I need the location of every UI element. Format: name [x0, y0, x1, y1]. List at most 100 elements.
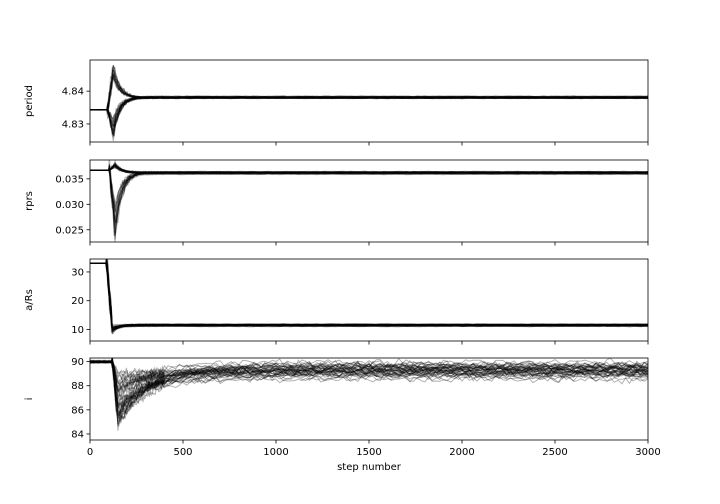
- walker-trace: [90, 259, 648, 331]
- walker-trace: [90, 166, 648, 236]
- walker-trace: [90, 260, 648, 332]
- walker-trace: [90, 162, 648, 174]
- x-tick-label: 2000: [449, 447, 474, 458]
- walker-trace: [90, 164, 648, 174]
- x-tick-label: 0: [87, 447, 93, 458]
- walker-trace: [90, 261, 648, 329]
- walker-trace: [90, 163, 648, 174]
- walker-trace: [90, 73, 648, 115]
- walker-trace: [90, 169, 648, 229]
- y-tick-label: 0.025: [55, 225, 84, 236]
- walker-trace: [90, 358, 648, 406]
- walker-trace: [90, 358, 648, 381]
- walker-trace: [90, 96, 648, 137]
- walker-trace: [90, 97, 648, 125]
- walker-trace: [90, 360, 648, 379]
- walker-trace: [90, 358, 648, 414]
- walker-trace: [90, 362, 648, 394]
- walker-trace: [90, 262, 648, 327]
- walker-trace: [90, 360, 648, 400]
- walker-trace: [90, 359, 648, 409]
- walker-trace: [90, 95, 648, 139]
- walker-trace: [90, 169, 648, 219]
- walker-trace: [90, 96, 648, 127]
- walker-trace: [90, 260, 648, 331]
- walker-trace: [90, 95, 648, 137]
- walker-trace: [90, 360, 648, 391]
- walker-trace: [90, 359, 648, 385]
- walker-trace: [90, 77, 648, 111]
- walker-trace: [90, 169, 648, 212]
- walker-trace: [90, 67, 648, 112]
- walker-trace: [90, 167, 648, 174]
- walker-trace: [90, 165, 648, 240]
- walker-trace: [90, 96, 648, 132]
- walker-trace: [90, 262, 648, 329]
- x-tick-label: 2500: [542, 447, 567, 458]
- walker-trace: [90, 259, 648, 330]
- walker-trace: [90, 164, 648, 204]
- walker-trace: [90, 260, 648, 332]
- walker-trace: [90, 262, 648, 331]
- x-tick-label: 1500: [356, 447, 381, 458]
- walker-trace: [90, 162, 648, 174]
- walker-trace: [90, 165, 648, 234]
- y-axis-label: period: [24, 85, 35, 117]
- walker-trace: [90, 262, 648, 333]
- walker-trace: [90, 160, 648, 174]
- walker-trace: [90, 259, 648, 328]
- walker-trace: [90, 96, 648, 128]
- walker-trace: [90, 358, 648, 393]
- walker-trace: [90, 97, 648, 127]
- panel-period: 4.83 4.84 period: [24, 59, 649, 146]
- walker-trace: [90, 161, 648, 174]
- y-tick-label: 30: [71, 267, 84, 278]
- walker-trace: [90, 259, 648, 335]
- walker-trace: [90, 360, 648, 387]
- y-tick-label: 86: [71, 405, 84, 416]
- y-tick-label: 4.84: [62, 87, 84, 98]
- walker-traces: [90, 160, 648, 242]
- walker-trace: [90, 360, 648, 412]
- walker-trace: [90, 360, 648, 426]
- walker-trace: [90, 358, 648, 424]
- walker-trace: [90, 163, 648, 223]
- walker-trace: [90, 262, 648, 329]
- walker-trace: [90, 164, 648, 175]
- trace-panels: 4.83 4.84 period 0.025 0.030 0.035 rprs 10 20 30 a…: [24, 59, 661, 458]
- walker-trace: [90, 360, 648, 420]
- walker-trace: [90, 360, 648, 415]
- y-tick-label: 4.83: [62, 119, 84, 130]
- x-tick-label: 500: [173, 447, 192, 458]
- walker-trace: [90, 167, 648, 223]
- walker-trace: [90, 169, 648, 223]
- walker-trace: [90, 96, 648, 128]
- walker-trace: [90, 358, 648, 392]
- walker-trace: [90, 359, 648, 393]
- walker-trace: [90, 262, 648, 332]
- walker-trace: [90, 361, 648, 419]
- walker-trace: [90, 165, 648, 175]
- walker-trace: [90, 96, 648, 128]
- walker-trace: [90, 259, 648, 331]
- walker-trace: [90, 165, 648, 174]
- walker-trace: [90, 69, 648, 120]
- y-tick-label: 10: [71, 325, 84, 336]
- walker-trace: [90, 358, 648, 408]
- y-tick-label: 88: [71, 381, 84, 392]
- walker-trace: [90, 360, 648, 414]
- y-tick-label: 0.035: [55, 174, 84, 185]
- walker-trace: [90, 167, 648, 213]
- walker-trace: [90, 163, 648, 175]
- walker-trace: [90, 360, 648, 419]
- walker-trace: [90, 69, 648, 111]
- walker-trace: [90, 97, 648, 137]
- walker-trace: [90, 74, 648, 111]
- walker-trace: [90, 262, 648, 332]
- walker-trace: [90, 262, 648, 328]
- walker-trace: [90, 169, 648, 242]
- walker-trace: [90, 96, 648, 142]
- walker-trace: [90, 96, 648, 127]
- y-tick-label: 0.030: [55, 200, 84, 211]
- walker-trace: [90, 360, 648, 381]
